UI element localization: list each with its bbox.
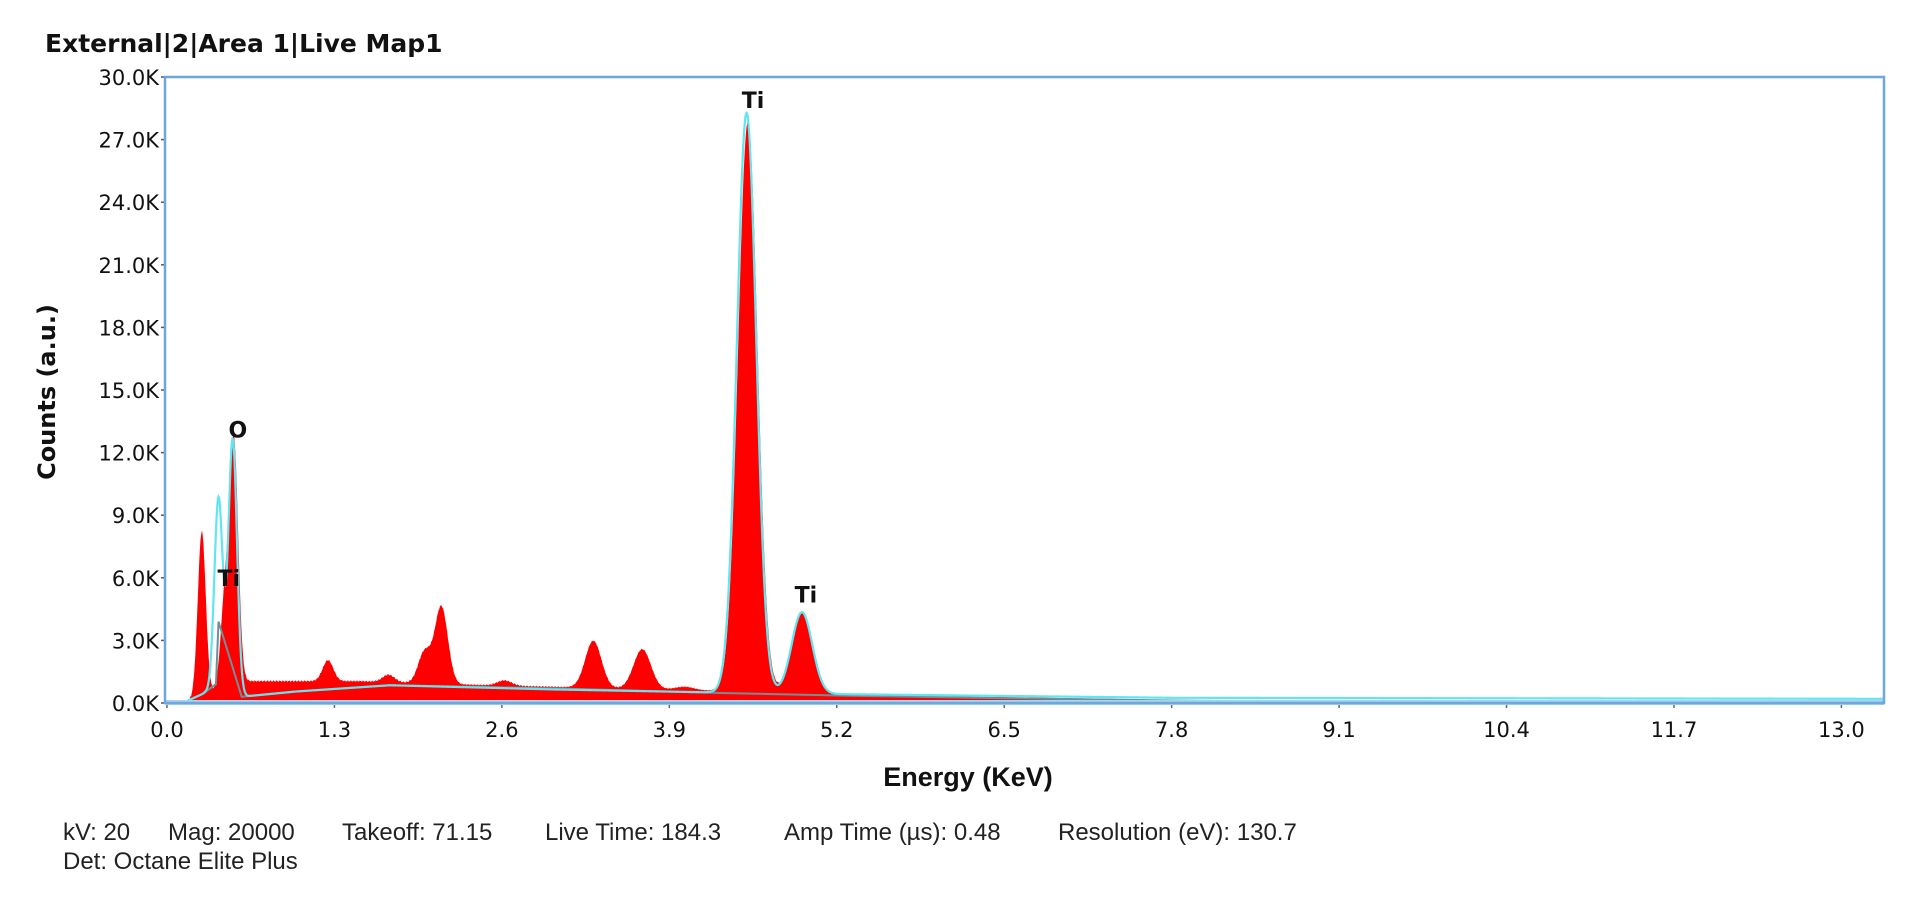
y-tick-label: 15.0K [98,379,160,403]
info-kv: kV: 20 [63,819,131,846]
fit-line [167,110,1884,705]
x-tick-label: 6.5 [987,718,1020,742]
info-amp-time: Amp Time (µs): 0.48 [784,819,1001,846]
y-axis-ticks: 0.0K 3.0K 6.0K 9.0K 12.0K 15.0K 18.0K 21.0K 24.0… [98,66,165,716]
x-tick-label: 2.6 [485,718,518,742]
y-tick-label: 27.0K [98,129,160,153]
plot-area [167,110,1884,705]
y-axis-title: Counts (a.u.) [33,304,61,480]
peak-label-ti: Ti [742,89,765,114]
info-takeoff: Takeoff: 71.15 [342,819,493,846]
spectrum-area [167,122,1884,704]
info-live-time: Live Time: 184.3 [545,819,722,846]
info-mag: Mag: 20000 [168,819,295,846]
x-tick-label: 7.8 [1155,718,1188,742]
info-resolution: Resolution (eV): 130.7 [1058,819,1297,846]
x-tick-label: 11.7 [1651,718,1698,742]
y-tick-label: 9.0K [112,504,160,528]
x-tick-label: 1.3 [318,718,351,742]
x-tick-label: 13.0 [1818,718,1865,742]
peak-annotations: O Ti Ti Ti [218,89,818,609]
plot-frame [163,75,1886,705]
x-tick-label: 10.4 [1483,718,1530,742]
y-tick-label: 30.0K [98,66,160,90]
y-tick-label: 21.0K [98,254,160,278]
peak-label-ti: Ti [795,583,818,608]
y-tick-label: 6.0K [112,567,160,591]
chart-title: External|2|Area 1|Live Map1 [45,29,443,58]
x-axis-title: Energy (KeV) [883,762,1053,792]
x-tick-label: 9.1 [1322,718,1355,742]
y-tick-label: 18.0K [98,316,160,340]
peak-label-o: O [228,419,247,444]
peak-label-ti: Ti [218,567,241,592]
x-tick-label: 0.0 [150,718,183,742]
x-axis-ticks: 0.0 1.3 2.6 3.9 5.2 6.5 7.8 9.1 10.4 11.7 13.0 [150,703,1865,742]
info-detector: Det: Octane Elite Plus [63,848,298,875]
x-tick-label: 3.9 [653,718,686,742]
y-tick-label: 3.0K [112,629,160,653]
y-tick-label: 0.0K [112,692,160,716]
y-tick-label: 12.0K [98,442,160,466]
y-tick-label: 24.0K [98,191,160,215]
x-tick-label: 5.2 [820,718,853,742]
